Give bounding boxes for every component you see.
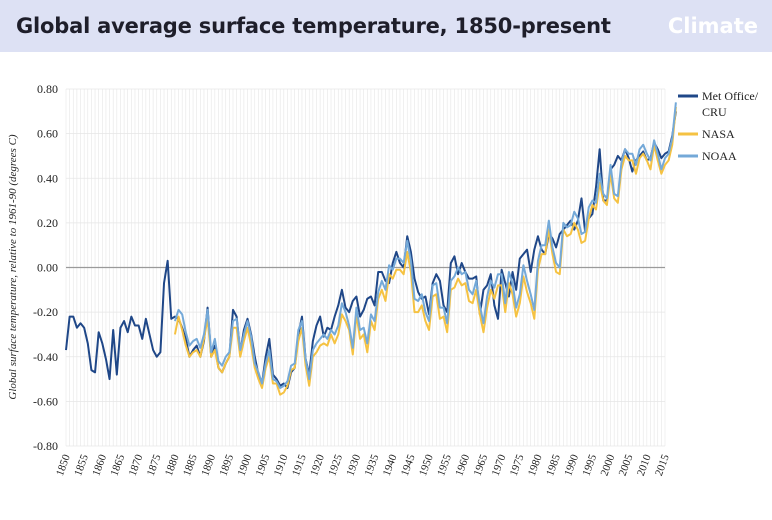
x-tick-label: 1950 [417, 452, 436, 477]
x-tick-label: 1965 [472, 452, 491, 477]
temperature-chart: -0.80 -0.60 -0.40 -0.20 0.00 0.20 0.40 0.60 0.80… [7, 82, 759, 478]
legend-label: Met Office/ [702, 89, 759, 103]
y-tick-label: 0.00 [37, 261, 58, 275]
series-line-nasa [173, 106, 677, 396]
x-tick-label: 2015 [653, 452, 672, 477]
x-tick-label: 1855 [72, 452, 91, 477]
x-tick-label: 1915 [290, 452, 309, 477]
x-tick-label: 1860 [90, 452, 109, 477]
x-tick-label: 2000 [599, 452, 618, 477]
x-tick-label: 1880 [163, 452, 182, 477]
series-line-met-office-cru [65, 111, 677, 389]
x-tick-label: 2005 [617, 452, 636, 477]
y-axis-label: Global surface temperature, relative to … [7, 134, 19, 400]
x-tick-label: 1960 [453, 452, 472, 477]
legend-label: NASA [702, 127, 735, 141]
x-tick-label: 1945 [399, 452, 418, 477]
x-tick-label: 1875 [145, 452, 164, 477]
brand-label: Climate [667, 14, 758, 38]
x-tick-label: 1930 [344, 452, 363, 477]
x-tick-label: 1975 [508, 452, 527, 477]
series-lines [65, 102, 677, 396]
y-tick-label: -0.60 [33, 394, 58, 408]
x-tick-label: 1900 [236, 452, 255, 477]
header-bar: Global average surface temperature, 1850… [0, 0, 772, 52]
series-line-noaa [173, 102, 677, 389]
page-title: Global average surface temperature, 1850… [16, 14, 611, 38]
x-tick-label: 1850 [54, 452, 73, 477]
y-tick-label: 0.40 [37, 171, 58, 185]
grid [65, 88, 666, 447]
legend-label: CRU [702, 105, 727, 119]
x-tick-label: 1935 [363, 452, 382, 477]
x-tick-label: 1865 [108, 452, 127, 477]
x-tick-label: 1920 [308, 452, 327, 477]
x-tick-label: 1925 [326, 452, 345, 477]
x-tick-label: 1910 [272, 452, 291, 477]
x-tick-label: 1985 [544, 452, 563, 477]
y-tick-label: 0.60 [37, 127, 58, 141]
x-tick-label: 1940 [381, 452, 400, 477]
y-tick-label: -0.40 [33, 350, 58, 364]
legend: Met Office/CRU NASA NOAA [678, 89, 759, 163]
x-tick-label: 1995 [580, 452, 599, 477]
x-tick-label: 1870 [127, 452, 146, 477]
x-tick-label: 1890 [199, 452, 218, 477]
x-tick-label: 1955 [435, 452, 454, 477]
y-tick-label: -0.80 [33, 439, 58, 453]
y-tick-label: 0.80 [37, 82, 58, 96]
x-tick-label: 1970 [490, 452, 509, 477]
x-tick-label: 1990 [562, 452, 581, 477]
x-tick-label: 1980 [526, 452, 545, 477]
legend-label: NOAA [702, 149, 737, 163]
chart-container: -0.80 -0.60 -0.40 -0.20 0.00 0.20 0.40 0.60 0.80… [0, 52, 772, 516]
y-tick-label: 0.20 [37, 216, 58, 230]
y-tick-label: -0.20 [33, 305, 58, 319]
x-tick-label: 2010 [635, 452, 654, 477]
x-tick-label: 1895 [217, 452, 236, 477]
x-tick-label: 1885 [181, 452, 200, 477]
x-tick-label: 1905 [254, 452, 273, 477]
